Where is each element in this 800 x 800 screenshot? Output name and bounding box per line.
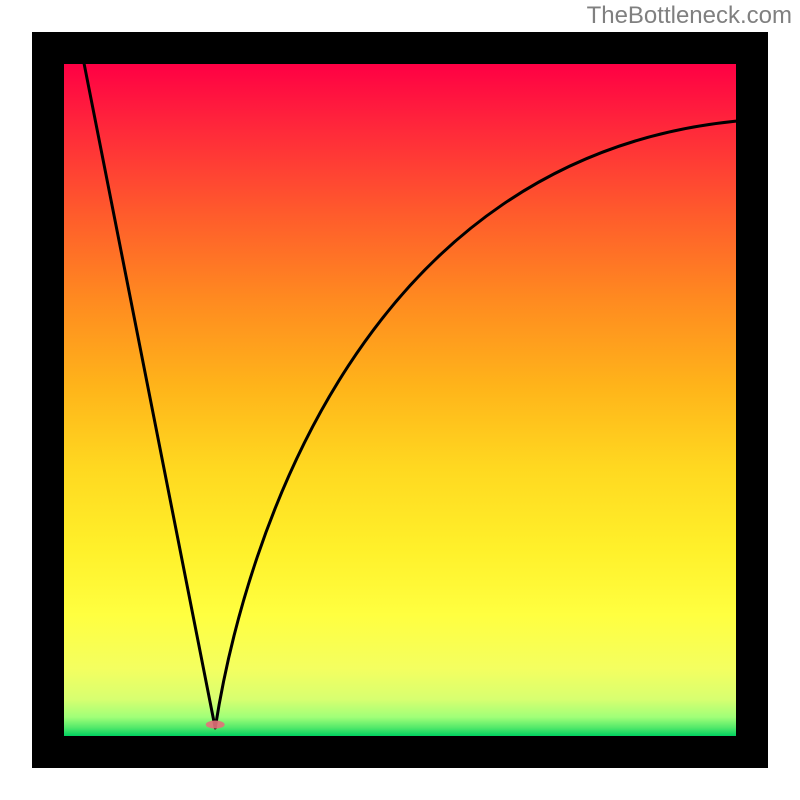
curve-layer	[64, 64, 736, 736]
chart-container: TheBottleneck.com	[0, 0, 800, 800]
minimum-marker	[206, 721, 225, 729]
plot-border-bottom	[32, 736, 768, 768]
plot-border-top	[32, 32, 768, 64]
plot-area	[64, 64, 736, 736]
plot-border-right	[736, 32, 768, 768]
attribution-watermark: TheBottleneck.com	[587, 2, 792, 30]
bottleneck-curve	[84, 64, 736, 728]
plot-border-left	[32, 32, 64, 768]
